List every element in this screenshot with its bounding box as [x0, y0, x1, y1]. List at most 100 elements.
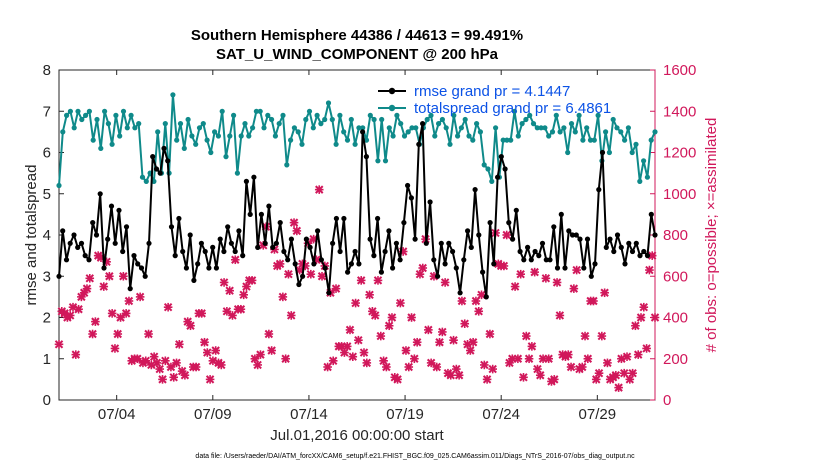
rmse-series-point: [315, 228, 321, 234]
spread-series-point: [360, 125, 366, 131]
obs-point: [589, 296, 598, 306]
obs-point: [267, 346, 276, 355]
rmse-series-point: [90, 220, 96, 226]
rmse-series-point: [75, 244, 81, 250]
rmse-series-point: [393, 240, 399, 246]
legend-rmse-marker: [388, 87, 396, 95]
y-tick-label-left: 1: [43, 351, 51, 368]
rmse-series-point: [622, 261, 628, 267]
obs-point: [306, 269, 316, 279]
rmse-series-point: [558, 211, 564, 217]
spread-series-point: [580, 137, 586, 143]
obs-point: [424, 325, 433, 335]
obs-point: [572, 265, 581, 275]
obs-point: [611, 370, 621, 380]
spread-series-point: [458, 125, 464, 131]
obs-point: [499, 261, 509, 271]
obs-point: [365, 290, 374, 300]
rmse-series-point: [648, 211, 654, 217]
spread-series-point: [185, 116, 191, 123]
spread-series-point: [261, 125, 267, 131]
rmse-series-point: [333, 215, 339, 222]
spread-series-point: [523, 116, 529, 123]
spread-series-point: [348, 116, 354, 123]
spread-series-point: [325, 100, 332, 106]
y-axis-label-left: rmse and totalspread: [23, 165, 40, 306]
spread-series-point: [242, 121, 248, 127]
obs-point: [530, 267, 539, 277]
rmse-series-point: [300, 273, 306, 279]
obs-point: [577, 362, 587, 372]
obs-point: [432, 362, 442, 372]
spread-series-point: [215, 133, 221, 139]
spread-series-point: [576, 112, 582, 118]
spread-series-point: [276, 121, 282, 127]
obs-point: [166, 362, 176, 372]
rmse-series-point: [536, 253, 542, 259]
obs-point: [191, 362, 201, 372]
rmse-series-point: [412, 236, 418, 242]
rmse-series-point: [588, 273, 594, 279]
obs-point: [65, 311, 75, 320]
obs-point: [485, 329, 495, 339]
obs-point: [544, 354, 553, 364]
obs-point: [54, 340, 64, 349]
rmse-series-point: [120, 248, 126, 255]
obs-point: [300, 261, 310, 271]
obs-point: [356, 276, 366, 285]
spread-series-point: [610, 116, 616, 123]
rmse-series-point: [67, 240, 73, 246]
y-tick-label-left: 3: [43, 268, 51, 285]
rmse-series-point: [356, 261, 362, 267]
spread-series-point: [250, 125, 256, 131]
rmse-series-point: [652, 232, 658, 238]
obs-point: [144, 329, 153, 339]
obs-point: [393, 375, 402, 384]
rmse-series-point: [532, 248, 538, 255]
obs-point: [161, 356, 170, 366]
rmse-series-point: [480, 269, 486, 275]
spread-series-point: [200, 121, 206, 127]
rmse-series-point: [363, 154, 369, 160]
rmse-series-point: [116, 207, 122, 213]
y-tick-label-left: 7: [43, 103, 51, 120]
spread-series-point: [265, 112, 271, 118]
rmse-series-point: [483, 294, 489, 300]
x-tick-label: 07/14: [290, 406, 328, 423]
rmse-series-point: [360, 129, 366, 135]
rmse-series-point: [176, 215, 182, 222]
spread-series-point: [648, 137, 654, 143]
rmse-series-point: [461, 257, 467, 263]
y-axis-left: 0 1 2 3 4 5 6 7 8: [43, 62, 64, 409]
obs-point: [348, 352, 358, 361]
obs-point: [281, 354, 290, 364]
obs-point: [172, 358, 181, 368]
rmse-series-point: [525, 244, 531, 250]
rmse-series-point: [397, 257, 403, 263]
obs-point: [466, 346, 475, 355]
obs-point: [121, 309, 131, 318]
x-tick-label: 07/04: [98, 406, 136, 423]
obs-point: [622, 352, 632, 361]
spread-series-point: [386, 125, 392, 131]
rmse-series-point: [551, 224, 557, 230]
rmse-series-point: [255, 244, 261, 250]
spread-series-point: [113, 112, 119, 118]
spread-series-point: [139, 174, 146, 180]
rmse-series-point: [644, 253, 651, 259]
spread-series-point: [633, 141, 639, 147]
x-axis-label: Jul.01,2016 00:00:00 start: [270, 427, 444, 444]
rmse-series-point: [281, 248, 287, 255]
rmse-series-point: [225, 224, 231, 230]
spread-series-point: [432, 133, 438, 139]
rmse-series-point: [213, 265, 219, 271]
spread-series-point: [124, 125, 130, 131]
rmse-series-point: [236, 228, 242, 234]
obs-point: [569, 284, 579, 293]
rmse-series-point: [191, 277, 197, 283]
obs-point: [597, 331, 607, 341]
rmse-series-point: [251, 174, 257, 180]
rmse-series-point: [135, 261, 141, 267]
rmse-series-point: [629, 248, 636, 255]
